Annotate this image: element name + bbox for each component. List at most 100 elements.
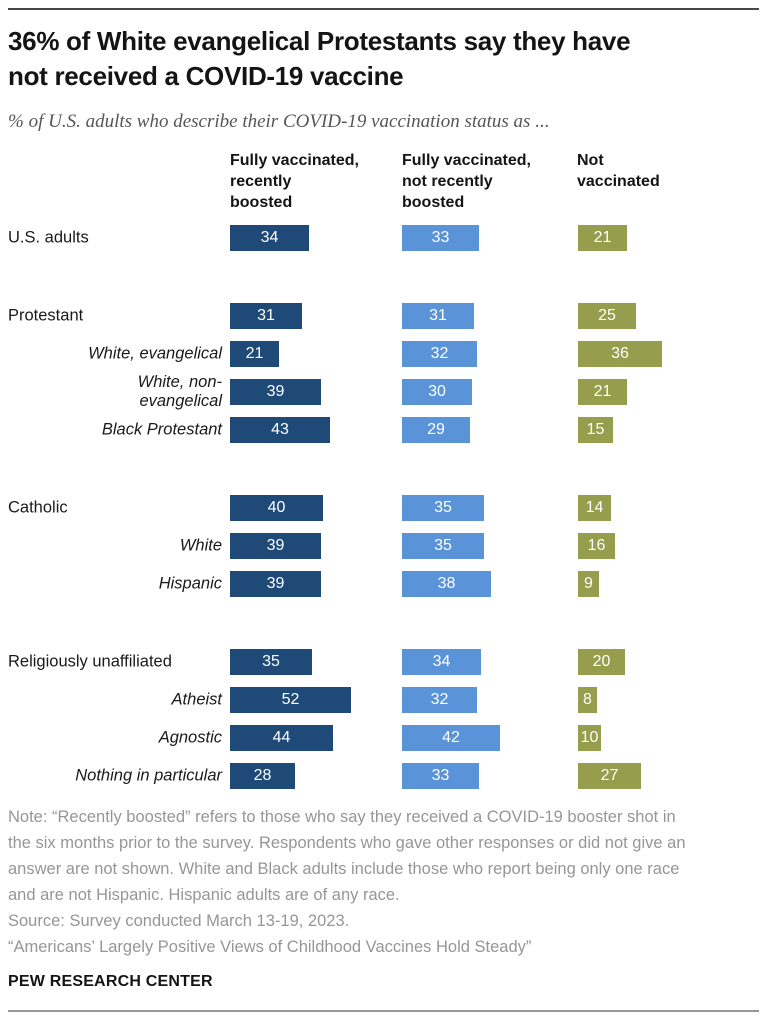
top-rule bbox=[8, 8, 759, 10]
bar-value: 10 bbox=[580, 729, 599, 746]
row-label: U.S. adults bbox=[8, 228, 89, 247]
chart-row: White, evangelical 21 32 36 bbox=[0, 341, 767, 367]
bar-value: 52 bbox=[281, 691, 300, 708]
bar: 39 bbox=[230, 379, 321, 405]
bar: 34 bbox=[230, 225, 309, 251]
bar: 14 bbox=[578, 495, 611, 521]
bar-value: 21 bbox=[245, 345, 264, 362]
bar-value: 40 bbox=[267, 499, 286, 516]
bar: 21 bbox=[578, 225, 627, 251]
bar: 40 bbox=[230, 495, 323, 521]
bar-value: 31 bbox=[257, 307, 275, 324]
chart-rows: U.S. adults 34 33 21 Protestant 31 31 25 White, … bbox=[0, 225, 767, 789]
bar: 21 bbox=[230, 341, 279, 367]
row-label: Catholic bbox=[8, 498, 68, 517]
bar-value: 9 bbox=[584, 575, 593, 592]
chart-row: Catholic 40 35 14 bbox=[0, 495, 767, 521]
row-label: Protestant bbox=[8, 306, 84, 325]
bar-value: 35 bbox=[434, 537, 452, 554]
chart-title: 36% of White evangelical Protestants say… bbox=[8, 26, 631, 91]
bar-value: 39 bbox=[266, 383, 285, 400]
chart-row: Nothing in particular 28 33 27 bbox=[0, 763, 767, 789]
row-label: Nothing in particular bbox=[75, 766, 222, 785]
row-label: Religiously unaffiliated bbox=[8, 652, 172, 671]
chart-row: Religiously unaffiliated 35 34 20 bbox=[0, 649, 767, 675]
bar-chart: Fully vaccinated, recently boosted Fully… bbox=[0, 150, 767, 800]
column-header-not-vaccinated: Not vaccinated bbox=[577, 152, 660, 190]
bar: 44 bbox=[230, 725, 333, 751]
bar-value: 15 bbox=[586, 421, 605, 438]
bar-value: 44 bbox=[272, 729, 291, 746]
bar-value: 34 bbox=[260, 229, 279, 246]
bar: 35 bbox=[230, 649, 312, 675]
row-label: Black Protestant bbox=[101, 420, 222, 439]
bar: 39 bbox=[230, 571, 321, 597]
bar: 35 bbox=[402, 495, 484, 521]
bar: 35 bbox=[402, 533, 484, 559]
brand-wordmark: PEW RESEARCH CENTER bbox=[8, 973, 213, 990]
bar: 10 bbox=[578, 725, 601, 751]
chart-row: Black Protestant 43 29 15 bbox=[0, 417, 767, 443]
bar-value: 36 bbox=[611, 345, 629, 362]
bar-value: 21 bbox=[593, 383, 612, 400]
bar: 8 bbox=[578, 687, 597, 713]
bar: 33 bbox=[402, 763, 479, 789]
bar-value: 34 bbox=[432, 653, 451, 670]
bar: 43 bbox=[230, 417, 330, 443]
bar: 32 bbox=[402, 687, 477, 713]
column-header-not-recently-boosted: Fully vaccinated, not recently boosted bbox=[402, 152, 531, 211]
bar-value: 30 bbox=[428, 383, 446, 400]
bar: 27 bbox=[578, 763, 641, 789]
bottom-rule bbox=[8, 1010, 759, 1012]
bar: 28 bbox=[230, 763, 295, 789]
bar: 52 bbox=[230, 687, 351, 713]
bar: 20 bbox=[578, 649, 625, 675]
bar: 38 bbox=[402, 571, 491, 597]
bar-value: 35 bbox=[434, 499, 452, 516]
chart-row: Atheist 52 32 8 bbox=[0, 687, 767, 713]
chart-row: U.S. adults 34 33 21 bbox=[0, 225, 767, 251]
chart-row: Hispanic 39 38 9 bbox=[0, 571, 767, 597]
bar: 25 bbox=[578, 303, 636, 329]
bar-value: 25 bbox=[598, 307, 616, 324]
bar-value: 8 bbox=[583, 691, 592, 708]
column-header-recently-boosted: Fully vaccinated, recently boosted bbox=[230, 152, 359, 211]
note-text: Note: “Recently boosted” refers to those… bbox=[8, 808, 686, 904]
bar-value: 33 bbox=[431, 767, 450, 784]
bar-value: 42 bbox=[442, 729, 460, 746]
report-title-text: “Americans’ Largely Positive Views of Ch… bbox=[8, 938, 532, 956]
bar-value: 20 bbox=[592, 653, 611, 670]
row-label: White, evangelical bbox=[88, 344, 222, 363]
bar-value: 31 bbox=[429, 307, 447, 324]
bar: 32 bbox=[402, 341, 477, 367]
bar: 36 bbox=[578, 341, 662, 367]
chart-row: Agnostic 44 42 10 bbox=[0, 725, 767, 751]
bar-value: 43 bbox=[271, 421, 289, 438]
bar-value: 38 bbox=[437, 575, 456, 592]
bar-value: 39 bbox=[266, 537, 285, 554]
bar-value: 32 bbox=[430, 691, 449, 708]
bar: 16 bbox=[578, 533, 615, 559]
footer: Note: “Recently boosted” refers to those… bbox=[8, 804, 757, 995]
source-text: Source: Survey conducted March 13-19, 20… bbox=[8, 912, 350, 930]
bar-value: 39 bbox=[266, 575, 285, 592]
chart-row: Protestant 31 31 25 bbox=[0, 303, 767, 329]
bar-value: 28 bbox=[253, 767, 272, 784]
bar-value: 32 bbox=[430, 345, 449, 362]
row-label: Agnostic bbox=[158, 728, 222, 747]
bar-value: 33 bbox=[431, 229, 450, 246]
bar-value: 29 bbox=[427, 421, 445, 438]
bar: 30 bbox=[402, 379, 472, 405]
bar-value: 21 bbox=[593, 229, 612, 246]
bar: 9 bbox=[578, 571, 599, 597]
bar: 39 bbox=[230, 533, 321, 559]
chart-subtitle: % of U.S. adults who describe their COVI… bbox=[8, 111, 550, 132]
bar-value: 16 bbox=[587, 537, 606, 554]
row-label: White bbox=[179, 536, 222, 555]
chart-row: White 39 35 16 bbox=[0, 533, 767, 559]
bar: 34 bbox=[402, 649, 481, 675]
bar-value: 27 bbox=[600, 767, 619, 784]
bar: 21 bbox=[578, 379, 627, 405]
bar: 31 bbox=[230, 303, 302, 329]
row-label: Hispanic bbox=[158, 574, 222, 593]
